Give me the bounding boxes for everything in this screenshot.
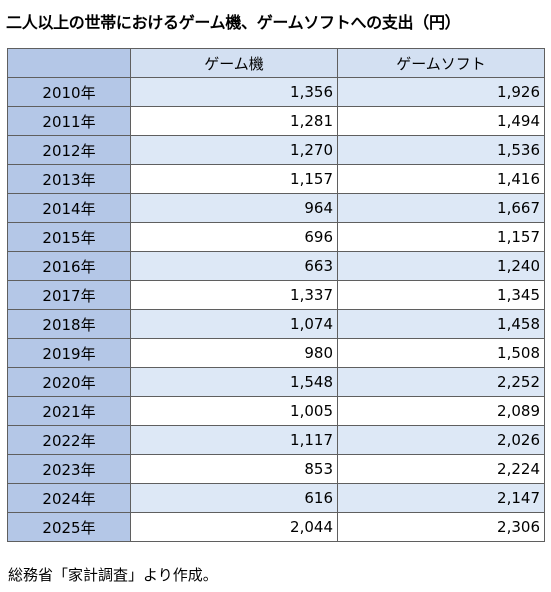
year-label: 2012年 [7,135,131,165]
console-value: 1,005 [130,396,338,426]
year-label: 2017年 [7,280,131,310]
year-label: 2018年 [7,309,131,339]
year-label: 2013年 [7,164,131,194]
software-value: 1,345 [337,280,545,310]
header-corner-cell [7,48,131,78]
software-value: 1,494 [337,106,545,136]
table-row: 2023年 853 2,224 [7,454,545,484]
software-value: 1,536 [337,135,545,165]
table-row: 2020年 1,548 2,252 [7,367,545,397]
console-value: 663 [130,251,338,281]
year-label: 2020年 [7,367,131,397]
console-value: 1,337 [130,280,338,310]
table-row: 2011年 1,281 1,494 [7,106,545,136]
table-row: 2010年 1,356 1,926 [7,77,545,107]
table-body: 2010年 1,356 1,926 2011年 1,281 1,494 2012年 1,270… [7,77,545,542]
console-value: 964 [130,193,338,223]
console-value: 853 [130,454,338,484]
software-value: 2,026 [337,425,545,455]
table-row: 2024年 616 2,147 [7,483,545,513]
year-label: 2023年 [7,454,131,484]
year-label: 2019年 [7,338,131,368]
column-header-software: ゲームソフト [337,48,545,78]
console-value: 696 [130,222,338,252]
software-value: 1,157 [337,222,545,252]
year-label: 2011年 [7,106,131,136]
data-table: ゲーム機 ゲームソフト 2010年 1,356 1,926 2011年 1,281 1,4… [7,48,545,542]
software-value: 2,306 [337,512,545,542]
console-value: 616 [130,483,338,513]
table-row: 2012年 1,270 1,536 [7,135,545,165]
console-value: 1,157 [130,164,338,194]
software-value: 1,926 [337,77,545,107]
year-label: 2014年 [7,193,131,223]
console-value: 1,548 [130,367,338,397]
software-value: 2,147 [337,483,545,513]
year-label: 2022年 [7,425,131,455]
software-value: 2,089 [337,396,545,426]
software-value: 2,252 [337,367,545,397]
software-value: 1,240 [337,251,545,281]
year-label: 2021年 [7,396,131,426]
software-value: 1,667 [337,193,545,223]
year-label: 2015年 [7,222,131,252]
software-value: 1,458 [337,309,545,339]
year-label: 2010年 [7,77,131,107]
table-row: 2018年 1,074 1,458 [7,309,545,339]
console-value: 1,270 [130,135,338,165]
table-row: 2025年 2,044 2,306 [7,512,545,542]
software-value: 1,508 [337,338,545,368]
software-value: 1,416 [337,164,545,194]
table-row: 2016年 663 1,240 [7,251,545,281]
year-label: 2025年 [7,512,131,542]
table-row: 2017年 1,337 1,345 [7,280,545,310]
table-row: 2014年 964 1,667 [7,193,545,223]
source-note: 総務省「家計調査」より作成。 [8,566,218,584]
column-header-console: ゲーム機 [130,48,338,78]
table-row: 2013年 1,157 1,416 [7,164,545,194]
page-title: 二人以上の世帯におけるゲーム機、ゲームソフトへの支出（円） [6,13,461,32]
console-value: 1,074 [130,309,338,339]
table-row: 2019年 980 1,508 [7,338,545,368]
software-value: 2,224 [337,454,545,484]
console-value: 980 [130,338,338,368]
header-row: ゲーム機 ゲームソフト [7,48,545,78]
year-label: 2016年 [7,251,131,281]
console-value: 1,281 [130,106,338,136]
year-label: 2024年 [7,483,131,513]
console-value: 1,117 [130,425,338,455]
table-row: 2022年 1,117 2,026 [7,425,545,455]
console-value: 2,044 [130,512,338,542]
table-row: 2021年 1,005 2,089 [7,396,545,426]
table-row: 2015年 696 1,157 [7,222,545,252]
console-value: 1,356 [130,77,338,107]
